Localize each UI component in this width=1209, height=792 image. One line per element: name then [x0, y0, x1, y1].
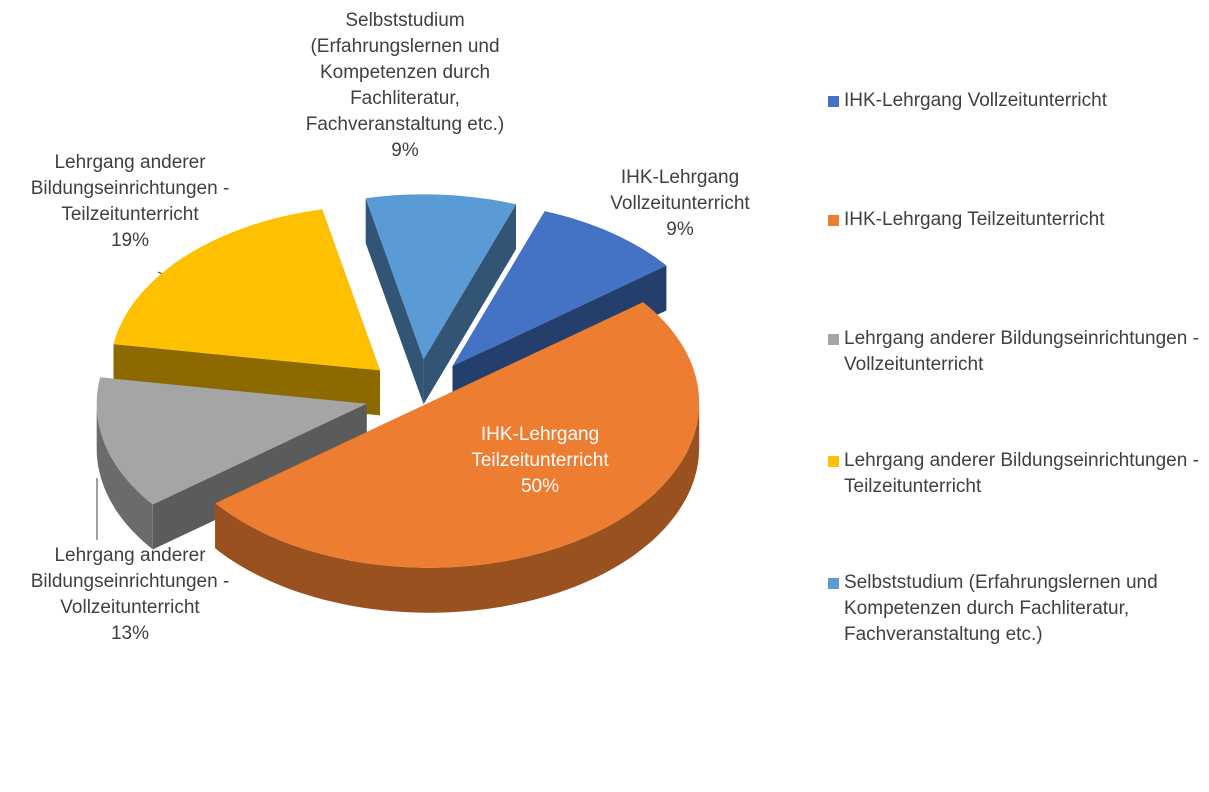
legend-label: Lehrgang anderer Bildungseinrichtungen -… [844, 328, 1199, 375]
legend-label: Selbststudium (Erfahrungslernen und Komp… [844, 572, 1158, 645]
legend-swatch [828, 578, 839, 589]
legend-label: IHK-Lehrgang Teilzeitunterricht [844, 209, 1105, 230]
legend-label: IHK-Lehrgang Vollzeitunterricht [844, 90, 1107, 111]
legend-item: IHK-Lehrgang Teilzeitunterricht [828, 207, 1203, 233]
slice [96, 377, 367, 505]
legend-item: Selbststudium (Erfahrungslernen und Komp… [828, 570, 1203, 648]
data-label-value: 9% [666, 219, 694, 240]
data-label-category: Lehrgang anderer Bildungseinrichtungen -… [30, 152, 230, 225]
legend-swatch [828, 456, 839, 467]
slice-side [113, 344, 380, 416]
legend-item: Lehrgang anderer Bildungseinrichtungen -… [828, 326, 1203, 378]
data-label-category: Selbststudium (Erfahrungslernen und Komp… [305, 10, 505, 135]
slice [365, 194, 516, 360]
legend-swatch [828, 334, 839, 345]
data-label: Selbststudium (Erfahrungslernen und Komp… [285, 8, 525, 164]
data-label: Lehrgang anderer Bildungseinrichtungen -… [15, 150, 245, 254]
data-label-category: IHK-Lehrgang Vollzeitunterricht [610, 167, 750, 214]
slice-wall [215, 402, 700, 613]
data-label-category: Lehrgang anderer Bildungseinrichtungen -… [30, 545, 230, 618]
legend: IHK-Lehrgang Vollzeitunterricht IHK-Lehrg… [828, 88, 1203, 648]
data-label-value: 19% [110, 230, 150, 251]
legend-item: IHK-Lehrgang Vollzeitunterricht [828, 88, 1203, 114]
slice-wall [96, 403, 153, 550]
data-label: IHK-Lehrgang Teilzeitunterricht 50% [440, 422, 640, 500]
data-label: Lehrgang anderer Bildungseinrichtungen -… [15, 543, 245, 647]
legend-swatch [828, 215, 839, 226]
data-label-value: 13% [110, 623, 150, 644]
data-label-value: 9% [391, 140, 419, 161]
legend-swatch [828, 96, 839, 107]
slice [113, 209, 380, 371]
slice [452, 211, 667, 367]
data-label-value: 50% [520, 476, 560, 497]
slice-side [365, 198, 424, 405]
legend-item: Lehrgang anderer Bildungseinrichtungen -… [828, 448, 1203, 500]
slice-side [423, 204, 516, 405]
slice [215, 302, 700, 568]
legend-label: Lehrgang anderer Bildungseinrichtungen -… [844, 450, 1199, 497]
data-label: IHK-Lehrgang Vollzeitunterricht 9% [585, 165, 775, 243]
data-label-category: IHK-Lehrgang Teilzeitunterricht [471, 424, 609, 471]
